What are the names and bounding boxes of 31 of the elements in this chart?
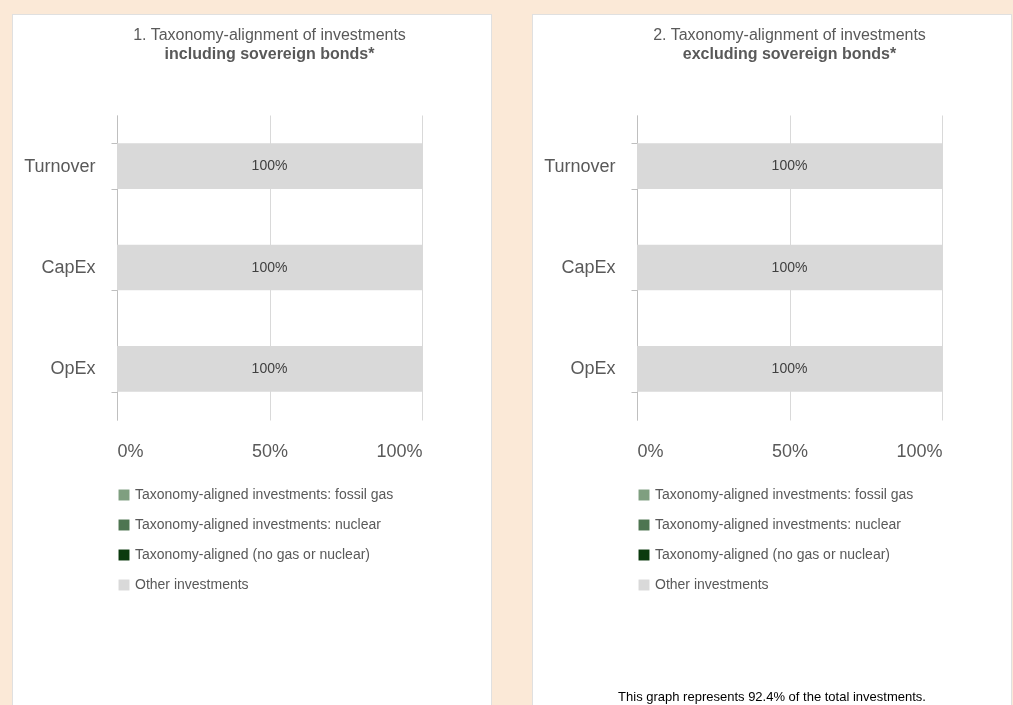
y-tick-label: CapEx (41, 257, 96, 277)
data-label: 100% (251, 157, 288, 174)
data-label: 100% (771, 157, 808, 174)
data-label: 100% (251, 359, 288, 376)
x-tick-label: 0% (117, 440, 144, 461)
legend-label: Other investments (135, 576, 249, 592)
x-tick-label: 0% (637, 440, 664, 461)
legend-label: Taxonomy-aligned investments: nuclear (655, 516, 902, 532)
text: This graph represents 92.4% of the total investments. (617, 689, 927, 704)
y-tick-label: Turnover (24, 155, 96, 176)
chart-subtitle: including sovereign bonds* (164, 45, 376, 62)
data-label: 100% (251, 258, 288, 275)
legend-label: Taxonomy-aligned (no gas or nuclear) (135, 546, 371, 562)
y-tick-label: OpEx (50, 358, 96, 379)
x-tick-label: 50% (771, 440, 809, 461)
legend-label: Other investments (655, 576, 769, 592)
y-tick-label: CapEx (561, 257, 616, 277)
legend-label: Taxonomy-aligned investments: nuclear (135, 516, 382, 532)
legend-label: Taxonomy-aligned investments: fossil gas (655, 486, 914, 502)
x-tick-label: 100% (376, 440, 423, 461)
chart-subtitle: excluding sovereign bonds* (682, 45, 897, 62)
legend-label: Taxonomy-aligned (no gas or nuclear) (655, 546, 891, 562)
data-label: 100% (771, 359, 808, 376)
legend-label: Taxonomy-aligned investments: fossil gas (135, 486, 394, 502)
y-tick-label: OpEx (570, 358, 616, 379)
x-tick-label: 100% (896, 440, 943, 461)
x-tick-label: 50% (251, 440, 289, 461)
y-tick-label: Turnover (544, 155, 616, 176)
chart-title: 2. Taxonomy-alignment of investments (653, 26, 926, 43)
data-label: 100% (771, 258, 808, 275)
chart-title: 1. Taxonomy-alignment of investments (133, 26, 406, 43)
